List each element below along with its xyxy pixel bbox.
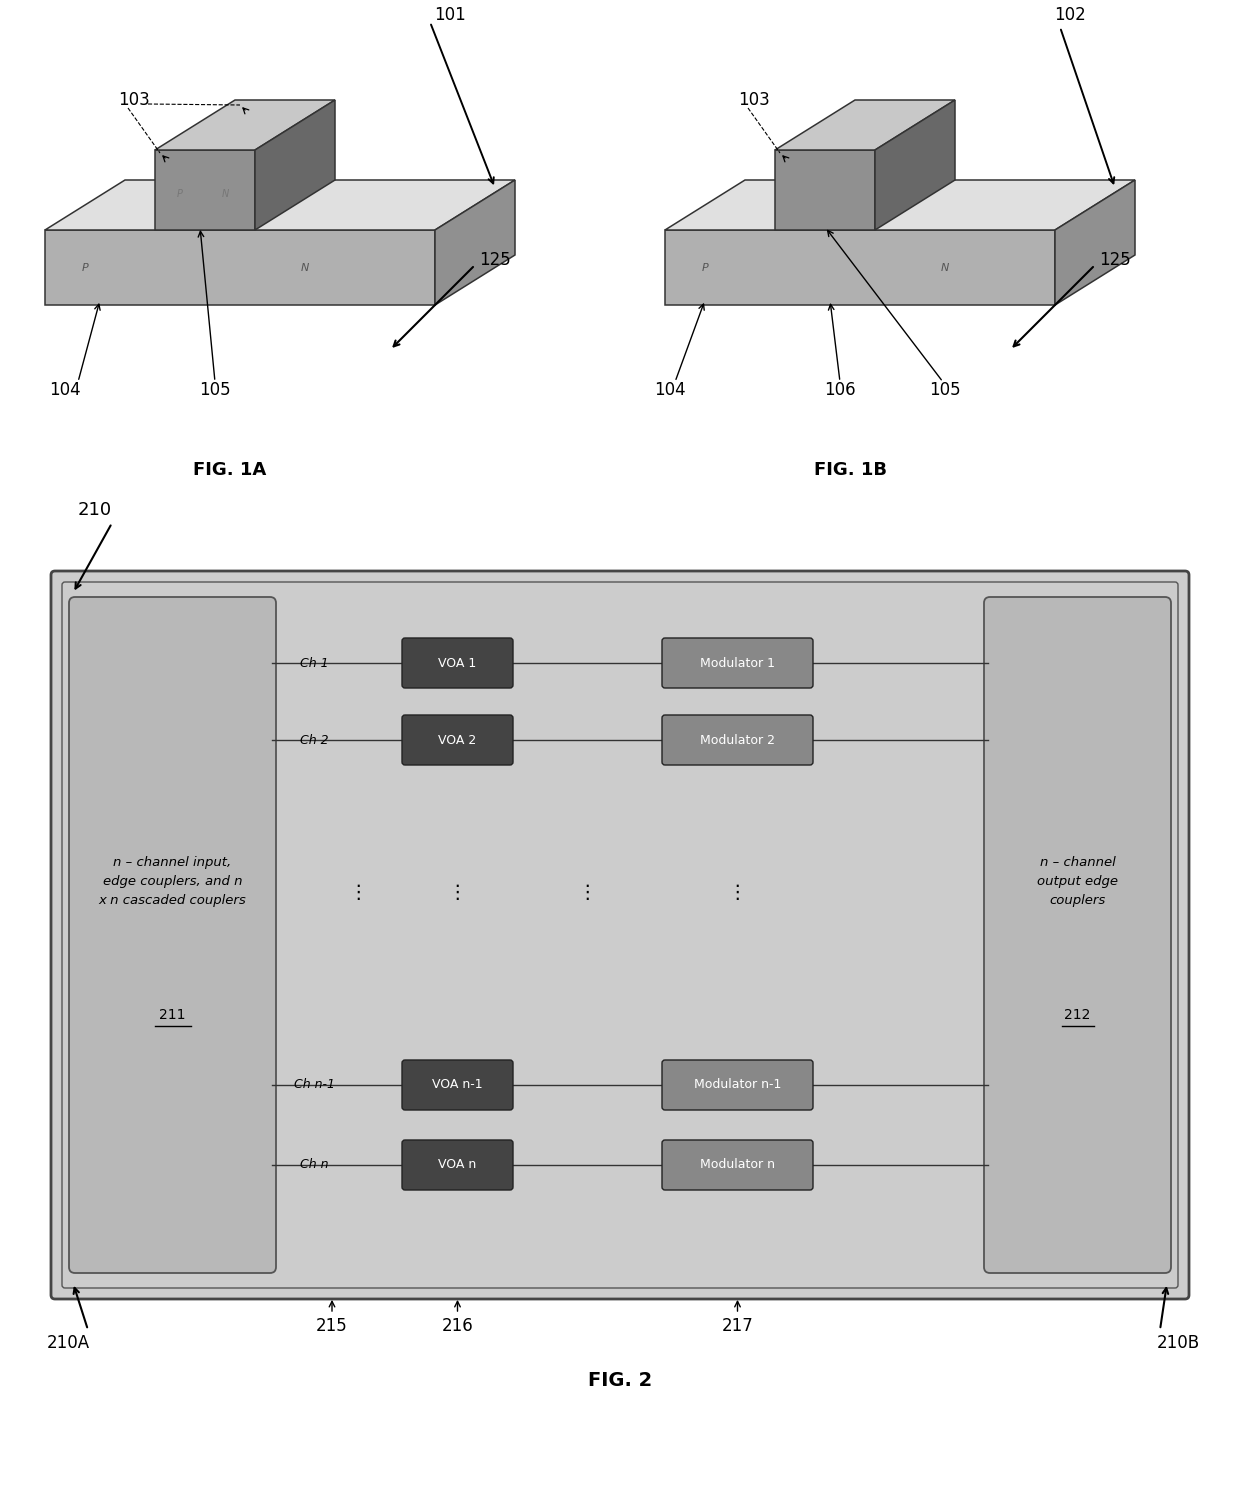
Text: Modulator 1: Modulator 1 xyxy=(701,657,775,670)
Text: n – channel input,
edge couplers, and n
x n cascaded couplers: n – channel input, edge couplers, and n … xyxy=(99,856,247,908)
FancyBboxPatch shape xyxy=(662,1140,813,1189)
Polygon shape xyxy=(155,100,335,150)
Text: 105: 105 xyxy=(200,381,231,399)
FancyBboxPatch shape xyxy=(402,1061,513,1110)
Text: ⋮: ⋮ xyxy=(448,883,467,902)
Text: ⋮: ⋮ xyxy=(728,883,748,902)
FancyBboxPatch shape xyxy=(662,1061,813,1110)
Text: VOA 2: VOA 2 xyxy=(439,733,476,747)
Text: FIG. 1B: FIG. 1B xyxy=(813,461,887,479)
FancyBboxPatch shape xyxy=(985,597,1171,1273)
Polygon shape xyxy=(665,230,1055,305)
Text: Modulator n: Modulator n xyxy=(701,1158,775,1171)
FancyBboxPatch shape xyxy=(69,597,277,1273)
FancyBboxPatch shape xyxy=(402,1140,513,1189)
Polygon shape xyxy=(1055,180,1135,305)
Polygon shape xyxy=(875,100,955,230)
Text: N: N xyxy=(941,262,949,272)
Polygon shape xyxy=(775,150,875,230)
Text: P: P xyxy=(702,262,708,272)
Text: N: N xyxy=(301,262,309,272)
Text: Ch n-1: Ch n-1 xyxy=(294,1079,335,1092)
Text: 105: 105 xyxy=(929,381,961,399)
Text: 215: 215 xyxy=(316,1316,348,1334)
Text: VOA n-1: VOA n-1 xyxy=(433,1079,482,1092)
Text: VOA n: VOA n xyxy=(439,1158,476,1171)
FancyBboxPatch shape xyxy=(662,637,813,688)
Text: 104: 104 xyxy=(655,381,686,399)
Text: 211: 211 xyxy=(159,1008,186,1022)
Text: 104: 104 xyxy=(50,381,81,399)
Polygon shape xyxy=(45,180,515,230)
Text: ⋮: ⋮ xyxy=(348,883,368,902)
FancyBboxPatch shape xyxy=(51,571,1189,1299)
Polygon shape xyxy=(45,230,435,305)
Text: N: N xyxy=(222,188,228,199)
Text: P: P xyxy=(177,188,184,199)
Text: Modulator n-1: Modulator n-1 xyxy=(694,1079,781,1092)
Text: Modulator 2: Modulator 2 xyxy=(701,733,775,747)
Text: Ch 1: Ch 1 xyxy=(300,657,329,670)
Text: 210B: 210B xyxy=(1157,1334,1199,1352)
Text: 212: 212 xyxy=(1064,1008,1091,1022)
Text: ⋮: ⋮ xyxy=(578,883,598,902)
Text: Ch 2: Ch 2 xyxy=(300,733,329,747)
Text: 103: 103 xyxy=(118,91,150,109)
Text: P: P xyxy=(82,262,88,272)
Text: 216: 216 xyxy=(441,1316,474,1334)
FancyBboxPatch shape xyxy=(402,637,513,688)
Text: 210A: 210A xyxy=(46,1334,89,1352)
Text: 125: 125 xyxy=(1099,251,1131,269)
Text: 102: 102 xyxy=(1054,6,1086,24)
Polygon shape xyxy=(435,180,515,305)
Polygon shape xyxy=(255,100,335,230)
Text: 103: 103 xyxy=(738,91,770,109)
FancyBboxPatch shape xyxy=(662,715,813,764)
Text: n – channel
output edge
couplers: n – channel output edge couplers xyxy=(1037,856,1118,908)
Text: 217: 217 xyxy=(722,1316,754,1334)
Text: 106: 106 xyxy=(825,381,856,399)
Text: FIG. 1A: FIG. 1A xyxy=(193,461,267,479)
Polygon shape xyxy=(155,150,255,230)
Polygon shape xyxy=(665,180,1135,230)
Text: 125: 125 xyxy=(479,251,511,269)
Text: FIG. 2: FIG. 2 xyxy=(588,1370,652,1390)
FancyBboxPatch shape xyxy=(402,715,513,764)
Text: 101: 101 xyxy=(434,6,466,24)
Text: Ch n: Ch n xyxy=(300,1158,329,1171)
Text: VOA 1: VOA 1 xyxy=(439,657,476,670)
Polygon shape xyxy=(775,100,955,150)
Text: 210: 210 xyxy=(78,501,112,519)
